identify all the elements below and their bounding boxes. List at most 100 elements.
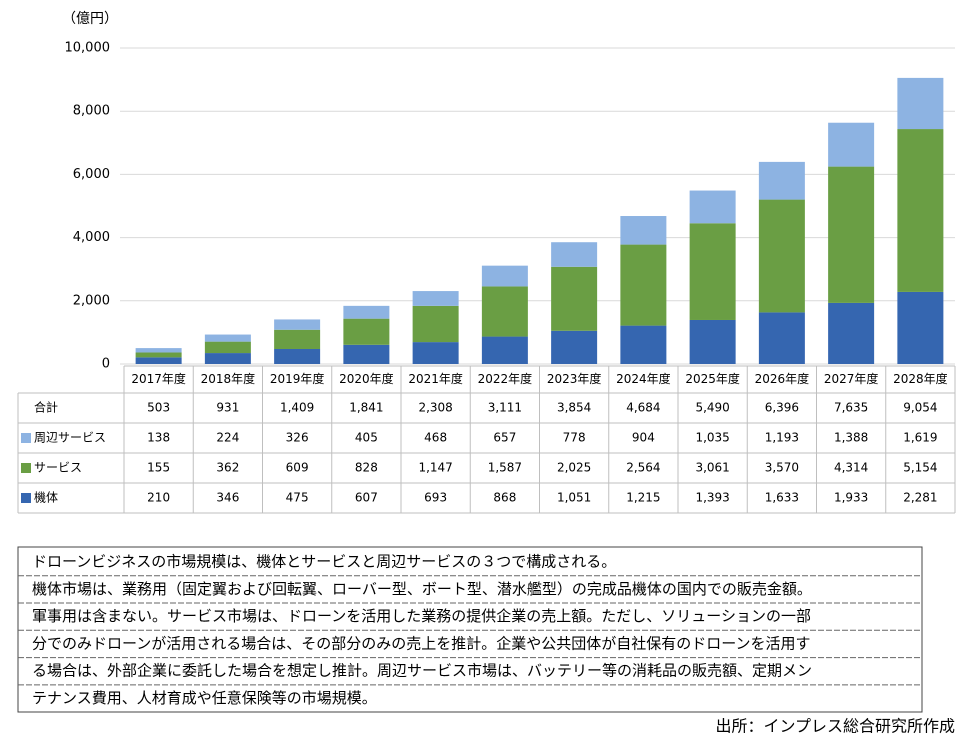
bar-segment: [481, 286, 528, 337]
table-value: 868: [493, 491, 516, 505]
bar-segment: [551, 330, 598, 364]
x-tick-label: 2028年度: [893, 371, 948, 386]
table-value: 138: [147, 431, 170, 445]
bar-segment: [204, 341, 251, 354]
bar-segment: [204, 334, 251, 342]
table-value: 1,193: [765, 431, 799, 445]
table-value: 1,841: [349, 401, 383, 415]
bar-segment: [343, 318, 390, 345]
table-value: 155: [147, 461, 170, 475]
row-label: 周辺サービス: [34, 431, 106, 445]
table-value: 931: [216, 401, 239, 415]
legend-swatch: [21, 463, 31, 473]
x-tick-label: 2027年度: [824, 371, 879, 386]
table-value: 1,619: [903, 431, 937, 445]
table-value: 475: [286, 491, 309, 505]
note-line: テナンス費用、人材育成や任意保険等の市場規模。: [32, 689, 377, 707]
bar-segment: [620, 216, 667, 245]
bar-segment: [274, 329, 321, 349]
table-value: 224: [216, 431, 239, 445]
table-value: 405: [355, 431, 378, 445]
table-value: 4,314: [834, 461, 868, 475]
table-value: 1,388: [834, 431, 868, 445]
note-line: 機体市場は、業務用（固定翼および回転翼、ローバー型、ボート型、潜水艦型）の完成品…: [32, 580, 812, 598]
x-tick-label: 2017年度: [131, 371, 186, 386]
x-tick-label: 2022年度: [478, 371, 533, 386]
table-value: 2,025: [557, 461, 591, 475]
table-value: 1,035: [695, 431, 729, 445]
table-value: 5,490: [695, 401, 729, 415]
bar-segment: [689, 319, 736, 364]
table-value: 607: [355, 491, 378, 505]
bar-segment: [828, 122, 875, 167]
bar-segment: [412, 342, 459, 364]
note-box: [17, 546, 923, 713]
table-value: 503: [147, 401, 170, 415]
bar-segment: [551, 242, 598, 267]
bar-segment: [481, 336, 528, 364]
table-value: 7,635: [834, 401, 868, 415]
x-tick-label: 2018年度: [201, 371, 256, 386]
note-line: 分でのみドローンが活用される場合は、その部分のみの売上を推計。企業や公共団体が自…: [32, 634, 811, 652]
table-value: 1,051: [557, 491, 591, 505]
x-tick-label: 2021年度: [408, 371, 463, 386]
bar-segment: [828, 302, 875, 364]
x-tick-label: 2025年度: [685, 371, 740, 386]
bar-segment: [620, 325, 667, 364]
note-line: 軍事用は含まない。サービス市場は、ドローンを活用した業務の提供企業の売上額。ただ…: [32, 607, 811, 625]
table-value: 326: [286, 431, 309, 445]
table-value: 468: [424, 431, 447, 445]
table-value: 3,854: [557, 401, 591, 415]
bar-segment: [620, 244, 667, 326]
y-tick-label: 6,000: [73, 167, 110, 182]
table-value: 5,154: [903, 461, 937, 475]
bar-segment: [412, 291, 459, 306]
bar-segment: [135, 352, 182, 358]
table-value: 1,409: [280, 401, 314, 415]
table-value: 210: [147, 491, 170, 505]
table-value: 6,396: [765, 401, 799, 415]
y-tick-label: 10,000: [65, 41, 111, 56]
bar-segment: [758, 312, 805, 364]
row-label: サービス: [34, 461, 82, 475]
y-tick-label: 8,000: [73, 104, 110, 119]
bar-segment: [689, 190, 736, 224]
table-value: 609: [286, 461, 309, 475]
bar-segment: [343, 305, 390, 319]
table-value: 4,684: [626, 401, 660, 415]
table-value: 828: [355, 461, 378, 475]
bar-segment: [204, 353, 251, 364]
x-tick-label: 2026年度: [755, 371, 810, 386]
source: 出所：インプレス総合研究所作成: [715, 717, 955, 736]
note-line: ドローンビジネスの市場規模は、機体とサービスと周辺サービスの３つで構成される。: [32, 553, 616, 571]
bar-segment: [897, 291, 944, 364]
table-value: 778: [563, 431, 586, 445]
table-value: 2,308: [418, 401, 452, 415]
row-label: 合計: [34, 400, 58, 415]
x-tick-label: 2019年度: [270, 371, 325, 386]
table-value: 904: [632, 431, 655, 445]
table-value: 346: [216, 491, 239, 505]
y-unit: （億円）: [62, 11, 118, 27]
y-tick-label: 2,000: [73, 293, 110, 308]
table-value: 693: [424, 491, 447, 505]
table-value: 1,587: [488, 461, 522, 475]
table-value: 3,570: [765, 461, 799, 475]
x-tick-label: 2023年度: [547, 371, 602, 386]
bar-segment: [828, 166, 875, 303]
table-value: 657: [493, 431, 516, 445]
bar-segment: [343, 344, 390, 364]
x-tick-label: 2024年度: [616, 371, 671, 386]
bar-segment: [897, 77, 944, 130]
x-tick-label: 2020年度: [339, 371, 394, 386]
table-value: 3,061: [695, 461, 729, 475]
table-value: 1,933: [834, 491, 868, 505]
table-value: 362: [216, 461, 239, 475]
table-value: 1,147: [418, 461, 452, 475]
bar-segment: [758, 199, 805, 313]
y-tick-label: 4,000: [73, 230, 110, 245]
bar-segment: [274, 319, 321, 330]
table-value: 1,215: [626, 491, 660, 505]
bar-segment: [412, 305, 459, 343]
